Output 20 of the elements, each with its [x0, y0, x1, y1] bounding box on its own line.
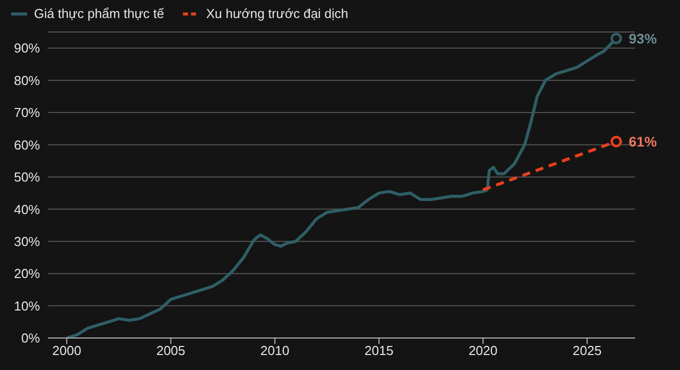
y-tick-label: 30% — [14, 234, 40, 249]
y-tick-label: 40% — [14, 202, 40, 217]
x-tick-label: 2005 — [156, 343, 186, 358]
x-tick-label: 2010 — [260, 343, 290, 358]
y-tick-label: 80% — [14, 72, 40, 88]
y-tick-label: 20% — [14, 266, 40, 282]
y-tick-label: 90% — [14, 40, 40, 56]
y-tick-label: 70% — [14, 105, 40, 120]
annotation: 61% — [628, 133, 658, 150]
y-tick-label: 60% — [14, 137, 40, 152]
x-tick-label: 2000 — [52, 343, 82, 358]
x-tick-label: 2015 — [364, 343, 394, 358]
legend-label: Giá thực phẩm thực tế — [34, 6, 164, 21]
y-tick-label: 50% — [14, 170, 40, 185]
y-tick-label: 0% — [21, 330, 40, 346]
x-tick-label: 2025 — [572, 343, 602, 358]
x-tick-label: 2020 — [468, 343, 498, 358]
annotation: 93% — [628, 30, 658, 46]
legend-label: Xu hướng trước đại dịch — [206, 6, 348, 21]
y-tick-label: 10% — [14, 298, 40, 314]
